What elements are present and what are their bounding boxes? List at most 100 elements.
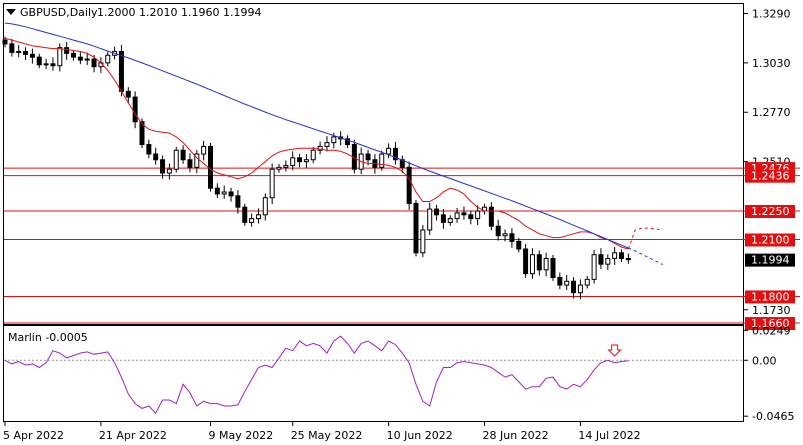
candle-body-up xyxy=(255,214,261,220)
dropdown-triangle-icon[interactable] xyxy=(6,9,16,15)
candle xyxy=(297,153,303,168)
candle xyxy=(447,215,453,226)
level-label: 1.2100 xyxy=(751,233,790,246)
candle-body-up xyxy=(249,218,255,223)
candle xyxy=(495,219,501,241)
candle xyxy=(269,163,275,205)
candle xyxy=(605,254,611,270)
candle xyxy=(153,147,159,165)
level-label: 1.1660 xyxy=(751,317,790,330)
candle xyxy=(201,140,207,161)
candle-body-down xyxy=(160,159,166,174)
level-label-box xyxy=(745,290,795,304)
candle-body-up xyxy=(173,149,179,170)
candle xyxy=(50,57,56,71)
indicator-tick-label: 0.0249 xyxy=(752,324,791,337)
horizontal-levels xyxy=(4,167,800,324)
candle xyxy=(173,146,179,173)
candle xyxy=(379,150,385,171)
candle xyxy=(365,149,371,166)
candle-body-down xyxy=(139,121,145,146)
candle-body-up xyxy=(105,54,111,64)
candle-body-down xyxy=(509,233,515,242)
level-label-box xyxy=(745,233,795,247)
candle xyxy=(619,249,624,262)
candle-body-up xyxy=(529,254,535,275)
candle-body-up xyxy=(331,136,337,144)
candle xyxy=(550,255,556,281)
candle-body-down xyxy=(345,138,350,146)
candle-body-down xyxy=(619,252,624,259)
candle xyxy=(434,204,440,221)
candle-body-up xyxy=(57,47,63,67)
candle xyxy=(160,155,166,179)
candle-body-down xyxy=(468,214,474,220)
indicator-panel-frame xyxy=(3,325,744,422)
candle-body-down xyxy=(557,276,563,286)
candle-body-down xyxy=(228,191,234,197)
candle xyxy=(454,207,460,223)
price-tick-label: 1.1730 xyxy=(752,304,791,317)
candle-body-up xyxy=(420,229,426,254)
candle xyxy=(523,244,529,278)
ma-slow-projection xyxy=(628,247,663,266)
candle xyxy=(475,205,481,226)
price-axis: 1.32901.30301.27701.25101.17301.24761.24… xyxy=(743,7,795,331)
candle-body-up xyxy=(276,166,282,170)
date-tick-label: 5 Apr 2022 xyxy=(3,429,64,442)
candle-body-up xyxy=(584,278,590,286)
candle-body-down xyxy=(91,58,97,68)
candle-body-up xyxy=(386,147,392,155)
current-price-label: 1.1994 xyxy=(751,254,790,267)
candle-body-up xyxy=(43,63,49,66)
candle xyxy=(482,203,487,215)
candle-body-down xyxy=(132,96,138,123)
indicator-tick-label: 0.00 xyxy=(752,354,777,367)
candle xyxy=(283,160,289,172)
candle xyxy=(262,193,268,221)
candle xyxy=(516,237,522,253)
level-label: 1.2436 xyxy=(751,170,790,183)
marlin-line xyxy=(4,335,629,415)
date-tick-label: 9 May 2022 xyxy=(209,429,274,442)
candle xyxy=(536,250,542,276)
candle-body-up xyxy=(379,153,385,168)
candle-body-up xyxy=(317,145,323,151)
candle xyxy=(324,136,330,152)
candle xyxy=(413,199,419,257)
candle xyxy=(242,203,248,226)
candle-body-down xyxy=(392,147,398,161)
candle xyxy=(502,229,508,242)
candle xyxy=(180,145,186,164)
candle-body-down xyxy=(440,214,446,223)
candle-body-down xyxy=(536,254,542,271)
ma-slow-line xyxy=(4,22,629,249)
candle-body-up xyxy=(262,197,268,216)
candle xyxy=(310,146,316,164)
candle-body-down xyxy=(598,254,604,265)
candle xyxy=(468,210,474,225)
price-plot xyxy=(2,22,663,300)
candle xyxy=(577,279,583,300)
candle xyxy=(543,252,549,277)
indicator-label: Marlin -0.0005 xyxy=(8,331,88,344)
candle xyxy=(214,183,220,199)
candle-body-down xyxy=(29,53,35,58)
date-tick-label: 21 Apr 2022 xyxy=(99,429,167,442)
candle-body-down xyxy=(406,166,412,204)
level-label: 1.2250 xyxy=(751,205,790,218)
candle xyxy=(345,135,350,148)
date-axis: 5 Apr 2022 21 Apr 2022 9 May 2022 25 May 20… xyxy=(3,421,641,442)
candle-body-up xyxy=(564,280,570,286)
candle-body-up xyxy=(577,284,583,294)
candle-body-down xyxy=(235,195,241,208)
candle-body-down xyxy=(625,257,631,261)
candle xyxy=(228,187,234,202)
level-label: 1.1800 xyxy=(751,290,790,303)
price-tick-label: 1.2770 xyxy=(752,106,791,119)
candle-body-down xyxy=(413,202,419,254)
candle-body-up xyxy=(16,50,22,53)
candle-body-down xyxy=(64,47,70,54)
candle-body-down xyxy=(214,187,220,195)
candle-body-up xyxy=(605,257,611,265)
